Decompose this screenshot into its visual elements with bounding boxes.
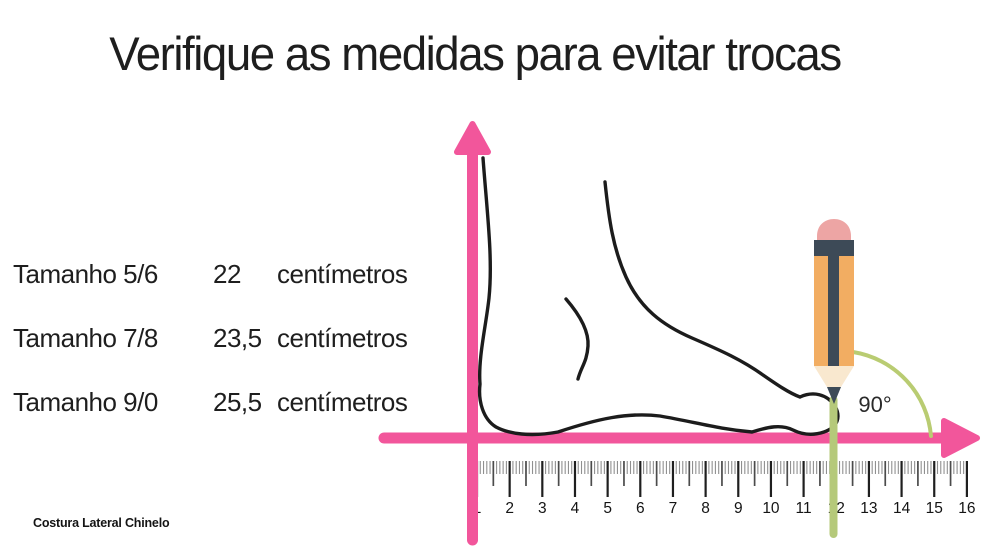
ruler-number: 9 bbox=[734, 500, 743, 517]
size-row-unit: centímetros bbox=[277, 258, 408, 289]
pencil-lead bbox=[827, 387, 841, 404]
ruler-number: 6 bbox=[636, 500, 645, 517]
size-row-label: Tamanho 5/6 bbox=[13, 258, 158, 289]
ankle-detail-line bbox=[564, 297, 590, 381]
size-row-value: 25,5 bbox=[213, 386, 262, 417]
ruler-number: 2 bbox=[505, 500, 514, 517]
page-title: Verifique as medidas para evitar trocas bbox=[109, 27, 842, 80]
ruler-number: 3 bbox=[538, 500, 547, 517]
angle-label: 90° bbox=[858, 392, 891, 417]
pencil-eraser bbox=[817, 219, 851, 241]
size-row-label: Tamanho 7/8 bbox=[13, 322, 158, 353]
pencil-ferrule bbox=[814, 240, 854, 256]
foot-outline bbox=[477, 156, 840, 437]
ruler-number: 4 bbox=[571, 500, 580, 517]
y-axis bbox=[454, 121, 491, 546]
ruler-number: 11 bbox=[796, 500, 812, 517]
ruler-number: 15 bbox=[926, 500, 943, 517]
pencil-stripe bbox=[828, 256, 839, 366]
ruler-number: 10 bbox=[762, 500, 780, 517]
ruler-number: 8 bbox=[701, 500, 710, 517]
ruler-number: 7 bbox=[669, 500, 678, 517]
pencil-icon bbox=[814, 219, 854, 404]
angle-arc bbox=[851, 350, 933, 438]
size-row-label: Tamanho 9/0 bbox=[13, 386, 158, 417]
footer-note: Costura Lateral Chinelo bbox=[33, 516, 170, 530]
x-axis bbox=[378, 418, 980, 458]
ruler-number: 14 bbox=[893, 500, 911, 517]
size-row-unit: centímetros bbox=[277, 386, 408, 417]
y-axis-arrowhead bbox=[454, 121, 491, 155]
size-row-value: 22 bbox=[213, 258, 241, 289]
size-row-value: 23,5 bbox=[213, 322, 262, 353]
size-table: Tamanho 5/6 22 centímetros Tamanho 7/8 2… bbox=[13, 242, 408, 434]
ruler-number: 16 bbox=[958, 500, 975, 517]
ruler-number: 5 bbox=[603, 500, 612, 517]
x-axis-arrowhead bbox=[941, 418, 980, 458]
ruler: 12345678910111213141516 bbox=[473, 461, 976, 517]
ruler-number: 13 bbox=[860, 500, 877, 517]
pencil-wood bbox=[814, 366, 854, 387]
size-row-unit: centímetros bbox=[277, 322, 408, 353]
